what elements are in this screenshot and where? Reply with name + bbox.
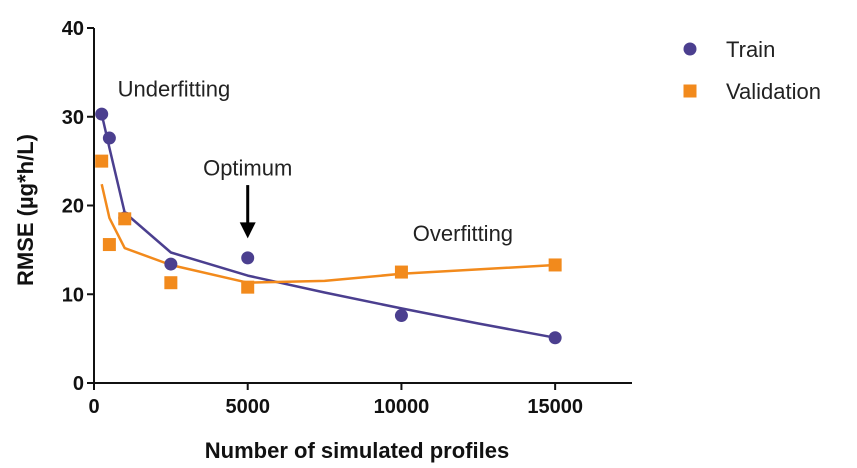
x-axis-title: Number of simulated profiles [205,438,509,463]
x-tick-label: 5000 [225,396,270,418]
validation-point [394,265,408,279]
x-tick-label: 10000 [374,396,430,418]
validation-point [118,212,132,226]
x-tick-label: 0 [88,396,99,418]
y-tick-label: 0 [73,373,84,395]
train-point [241,251,255,265]
validation-point [102,238,116,252]
legend-marker-train [683,42,697,56]
legend: Train Validation [683,37,821,104]
train-fit-line [100,113,556,339]
annotation-overfitting: Overfitting [413,221,513,246]
y-tick-label: 20 [62,196,84,218]
validation-point [548,258,562,272]
train-point [164,257,178,271]
y-tick-label: 40 [62,18,84,40]
legend-marker-validation [683,84,697,98]
train-point [394,309,408,323]
x-tick-label: 15000 [527,396,583,418]
plot-area: 0 10 20 30 40 0 5000 10000 15000 [62,18,632,418]
train-point [95,107,109,121]
train-point [102,131,116,145]
annotation-optimum: Optimum [203,155,292,180]
annotation-underfitting: Underfitting [118,76,231,101]
validation-point [95,154,109,168]
y-tick-label: 30 [62,107,84,129]
validation-point [164,276,178,290]
y-tick-label: 10 [62,284,84,306]
y-axis-title: RMSE (µg*h/L) [13,134,38,286]
validation-point [241,280,255,294]
legend-label-validation: Validation [726,79,821,104]
annotations: Underfitting Optimum Overfitting [118,76,513,246]
legend-label-train: Train [726,37,775,62]
optimum-arrow-head [239,222,256,239]
train-point [548,331,562,345]
